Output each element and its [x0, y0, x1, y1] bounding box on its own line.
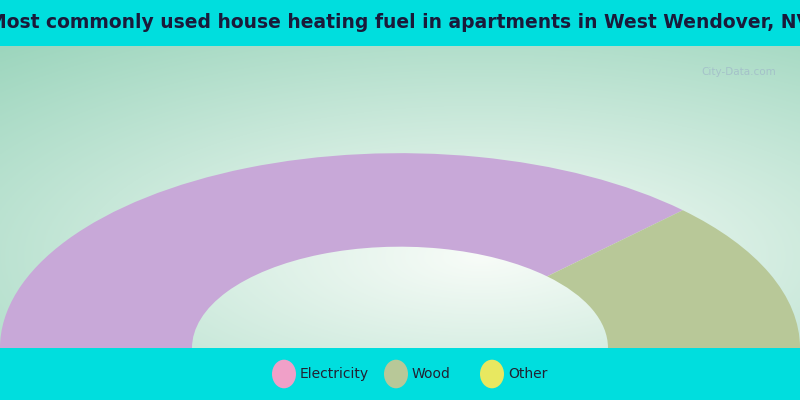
- Wedge shape: [547, 210, 800, 348]
- Ellipse shape: [272, 360, 296, 388]
- Text: Wood: Wood: [412, 367, 451, 381]
- Text: City-Data.com: City-Data.com: [702, 67, 776, 77]
- Text: Electricity: Electricity: [300, 367, 369, 381]
- Text: Other: Other: [508, 367, 547, 381]
- Text: Most commonly used house heating fuel in apartments in West Wendover, NV: Most commonly used house heating fuel in…: [0, 14, 800, 32]
- Ellipse shape: [384, 360, 408, 388]
- Ellipse shape: [480, 360, 504, 388]
- Wedge shape: [0, 153, 683, 348]
